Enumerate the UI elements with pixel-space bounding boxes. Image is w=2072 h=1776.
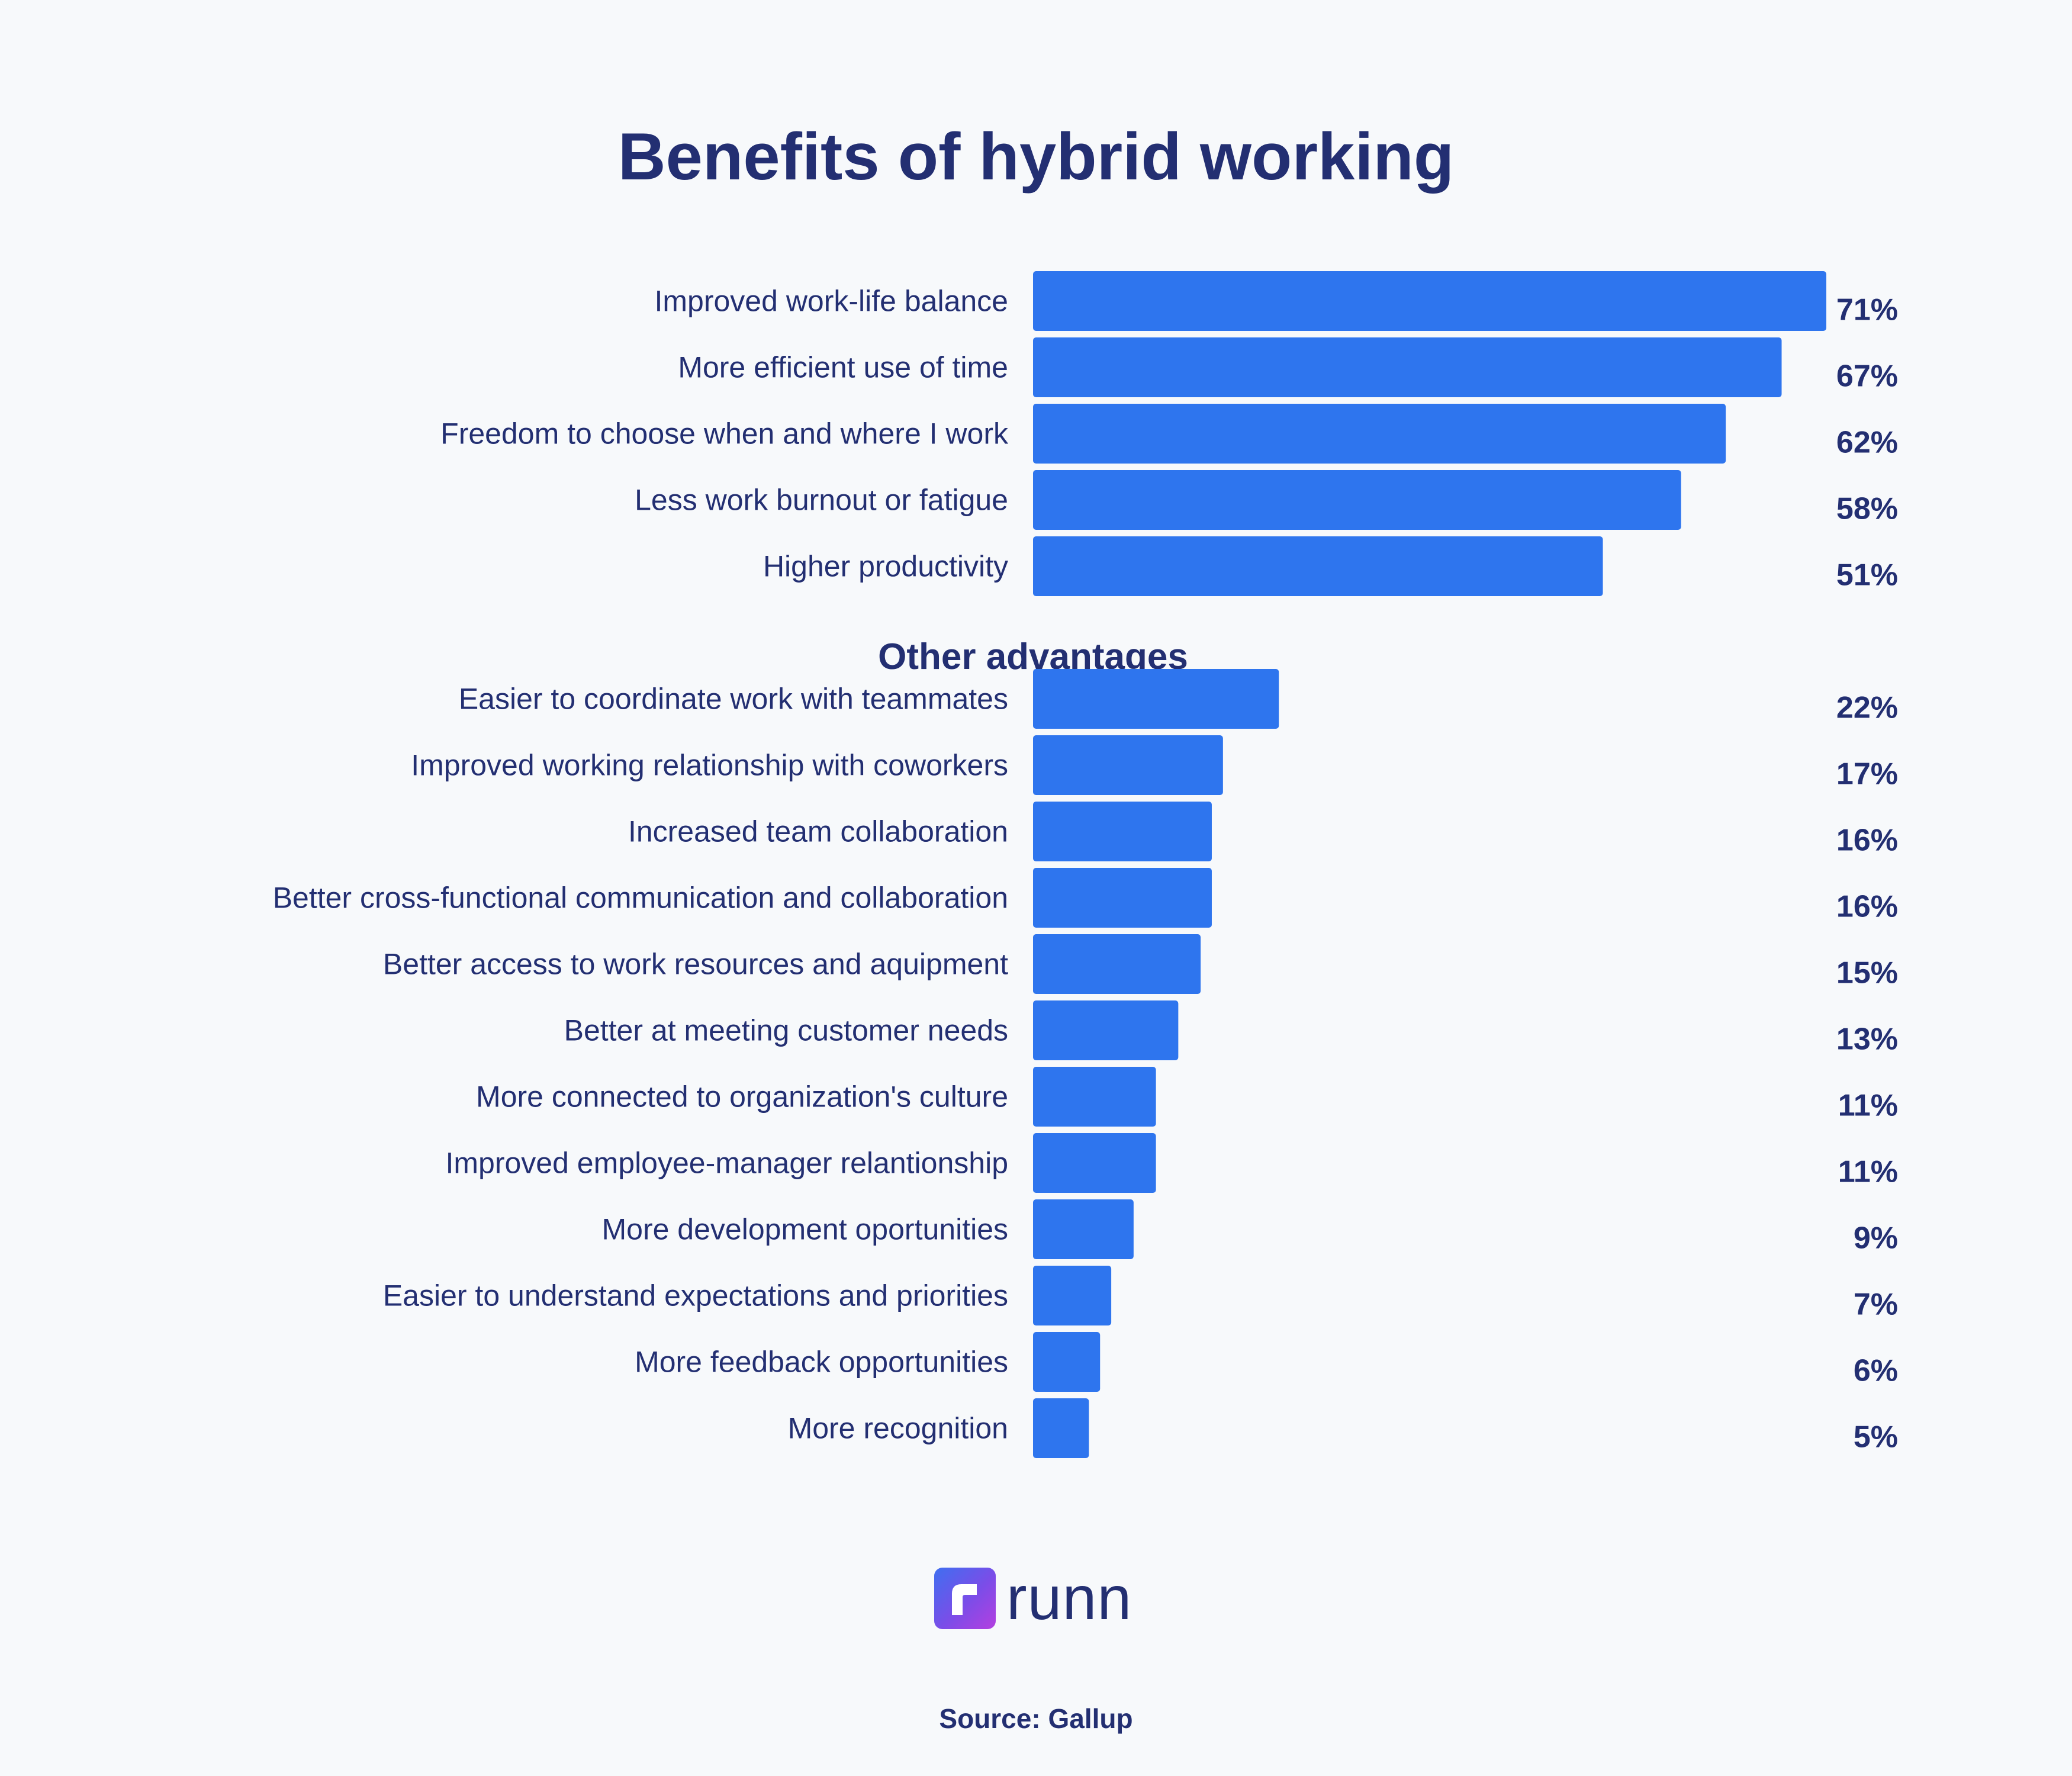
category-label-g0-3: Less work burnout or fatigue [635, 484, 1008, 517]
value-label-g0-4: 51% [1836, 558, 1898, 593]
category-label-g1-4: Better access to work resources and aqui… [383, 948, 1008, 981]
category-label-g0-4: Higher productivity [763, 550, 1008, 583]
value-label-g1-9: 7% [1854, 1288, 1898, 1322]
bar-g1-6 [1033, 1067, 1156, 1127]
category-label-g1-8: More development oportunities [602, 1213, 1009, 1246]
value-label-g1-1: 17% [1836, 757, 1898, 792]
category-label-g1-11: More recognition [788, 1412, 1008, 1445]
category-label-g0-1: More efficient use of time [678, 351, 1008, 384]
bar-g0-4 [1033, 536, 1603, 596]
value-label-g1-4: 15% [1836, 956, 1898, 990]
category-label-g1-9: Easier to understand expectations and pr… [383, 1279, 1008, 1312]
value-label-g0-1: 67% [1836, 359, 1898, 394]
bar-g1-1 [1033, 735, 1223, 795]
value-label-g1-11: 5% [1854, 1420, 1898, 1455]
value-label-g1-5: 13% [1836, 1022, 1898, 1057]
value-label-g0-3: 58% [1836, 492, 1898, 526]
category-label-g1-2: Increased team collaboration [628, 815, 1008, 848]
category-label-g1-3: Better cross-functional communication an… [273, 881, 1008, 915]
category-label-g1-7: Improved employee-manager relantionship [445, 1147, 1008, 1180]
bar-g0-0 [1033, 271, 1826, 331]
category-label-g0-0: Improved work-life balance [655, 285, 1009, 318]
logo-wordmark: runn [1006, 1564, 1132, 1633]
runn-logo-icon [934, 1568, 996, 1629]
category-label-g1-10: More feedback opportunities [635, 1346, 1008, 1379]
bar-g1-9 [1033, 1266, 1112, 1325]
bar-g1-8 [1033, 1199, 1134, 1259]
page-title: Benefits of hybrid working [617, 120, 1455, 194]
value-label-g0-0: 71% [1836, 293, 1898, 327]
bar-g0-3 [1033, 470, 1681, 530]
category-label-g1-1: Improved working relationship with cowor… [411, 749, 1008, 782]
value-label-g1-0: 22% [1836, 691, 1898, 725]
bar-g1-5 [1033, 1000, 1179, 1060]
value-label-g1-2: 16% [1836, 823, 1898, 858]
bar-g1-2 [1033, 802, 1212, 861]
category-label-g0-2: Freedom to choose when and where I work [440, 417, 1009, 451]
value-label-g1-6: 11% [1838, 1089, 1898, 1123]
value-label-g1-10: 6% [1854, 1354, 1898, 1388]
source-note: Source: Gallup [939, 1703, 1133, 1734]
bar-g1-10 [1033, 1332, 1101, 1392]
category-label-g1-6: More connected to organization's culture [476, 1080, 1008, 1114]
bar-g0-2 [1033, 404, 1726, 464]
bar-chart: Improved work-life balance 71% More effici… [273, 271, 1898, 1458]
bar-g1-0 [1033, 669, 1279, 729]
bar-g1-7 [1033, 1133, 1156, 1193]
bar-g1-4 [1033, 934, 1201, 994]
value-label-g0-2: 62% [1836, 426, 1898, 460]
category-label-g1-0: Easier to coordinate work with teammates [459, 683, 1008, 716]
value-label-g1-3: 16% [1836, 890, 1898, 924]
bar-g1-11 [1033, 1398, 1089, 1458]
value-label-g1-7: 11% [1838, 1155, 1898, 1189]
value-label-g1-8: 9% [1854, 1221, 1898, 1256]
category-label-g1-5: Better at meeting customer needs [564, 1014, 1008, 1047]
bar-g0-1 [1033, 337, 1782, 397]
runn-logo: runn [934, 1566, 1132, 1631]
bar-g1-3 [1033, 868, 1212, 928]
